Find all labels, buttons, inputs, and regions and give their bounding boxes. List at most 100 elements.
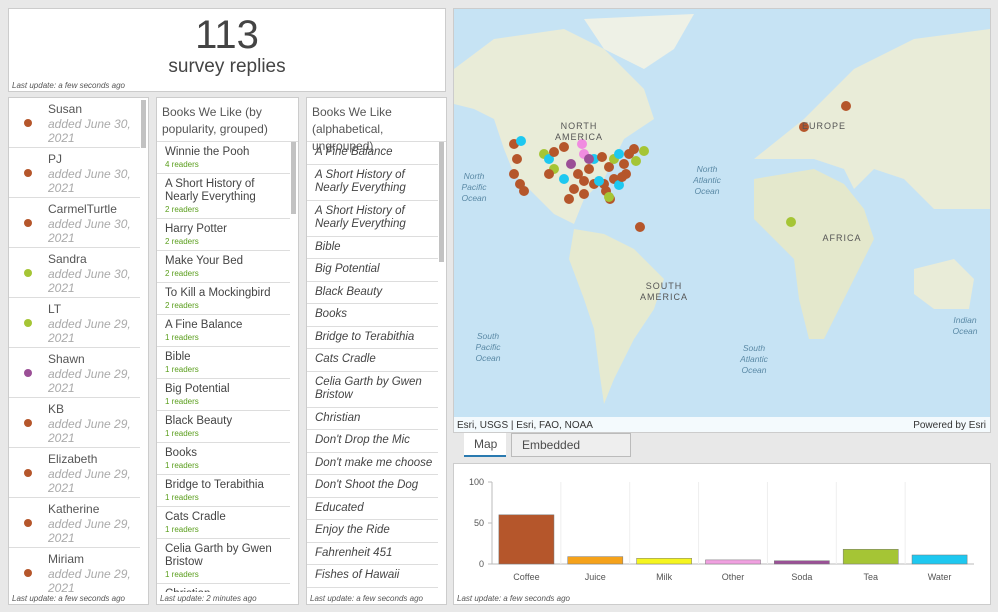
survey-point xyxy=(559,142,569,152)
survey-point xyxy=(631,156,641,166)
reader-count: 1 readers xyxy=(165,429,199,438)
indicator-value: 113 xyxy=(195,13,259,57)
land xyxy=(914,259,974,309)
book-item: Christian xyxy=(307,408,438,430)
map[interactable]: Esri, USGS | Esri, FAO, NOAA Powered by … xyxy=(454,9,990,432)
tab[interactable]: Embedded content xyxy=(511,433,631,474)
popular-list: Winnie the Pooh 4 readers A Short History … xyxy=(157,142,290,592)
map-label: Atlantic xyxy=(692,175,722,185)
person-item: PJ added June 30, 2021 xyxy=(9,148,140,198)
book-item: Bible 1 readers xyxy=(157,347,290,379)
book-title: Don't Shoot the Dog xyxy=(315,479,419,491)
person-name: Miriam xyxy=(48,552,84,566)
indicator: 113 survey replies Last update: a few se… xyxy=(8,8,446,92)
map-label: Pacific xyxy=(461,182,487,192)
footer: Last update: a few seconds ago xyxy=(310,594,423,603)
book-item: To Kill a Mockingbird 2 readers xyxy=(157,283,290,315)
book-item: Celia Garth by Gwen Bristow 1 readers xyxy=(157,539,290,584)
map-label: AFRICA xyxy=(822,233,861,243)
book-item: Books xyxy=(307,304,438,327)
map-label: EUROPE xyxy=(802,121,846,131)
book-title: A Fine Balance xyxy=(315,146,393,158)
survey-point xyxy=(549,147,559,157)
survey-point xyxy=(579,189,589,199)
survey-point xyxy=(544,169,554,179)
survey-point xyxy=(584,154,594,164)
reader-count: 2 readers xyxy=(165,269,199,278)
book-item: Books 1 readers xyxy=(157,443,290,475)
indicator-label: survey replies xyxy=(168,56,286,77)
book-item: Cats Cradle xyxy=(307,349,438,372)
book-title: Cats Cradle xyxy=(315,353,376,365)
book-title: Books xyxy=(165,447,197,459)
book-title: Enjoy the Ride xyxy=(315,524,390,536)
map-label: Pacific xyxy=(475,342,501,352)
map-label: Atlantic xyxy=(739,354,769,364)
book-item: Black Beauty 1 readers xyxy=(157,411,290,443)
survey-point xyxy=(573,169,583,179)
book-title: Don't Drop the Mic xyxy=(315,434,410,446)
book-item: Don't Drop the Mic xyxy=(307,430,438,453)
person-name: Sandra xyxy=(48,252,87,266)
reader-count: 1 readers xyxy=(165,525,199,534)
survey-point xyxy=(635,222,645,232)
survey-point xyxy=(579,176,589,186)
attribution-bar xyxy=(454,417,990,432)
book-title: Cats Cradle xyxy=(165,511,226,523)
book-item: Make Your Bed 2 readers xyxy=(157,251,290,283)
people-panel: Susan added June 30, 2021 PJ added June 30,… xyxy=(8,97,149,605)
bar xyxy=(774,560,830,565)
book-item: Fahrenheit 451 xyxy=(307,543,438,565)
book-title: Bible xyxy=(165,351,191,363)
person-item: KB added June 29, 2021 xyxy=(9,398,140,448)
survey-point xyxy=(614,149,624,159)
x-tick-label: Soda xyxy=(791,572,812,582)
book-item: Enjoy the Ride xyxy=(307,520,438,543)
person-name: PJ xyxy=(48,152,63,166)
book-item: Big Potential xyxy=(307,259,438,282)
book-title: Celia Garth by Gwen Bristow xyxy=(165,543,272,568)
book-title: Big Potential xyxy=(165,383,230,395)
book-title: A Short History of Nearly Everything xyxy=(165,178,256,203)
person-item: Miriam added June 29, 2021 xyxy=(9,548,140,592)
map-label: South xyxy=(477,331,499,341)
survey-point xyxy=(629,144,639,154)
reader-count: 1 readers xyxy=(165,461,199,470)
survey-point xyxy=(594,176,604,186)
status-dot xyxy=(24,119,32,127)
book-item: Don't Shoot the Dog xyxy=(307,475,438,498)
book-title: Bridge to Terabithia xyxy=(315,330,415,343)
map-label: NORTH xyxy=(561,121,598,131)
map-label: AMERICA xyxy=(640,292,688,302)
land xyxy=(569,229,664,404)
land xyxy=(454,29,654,224)
alpha-panel: Books We Like (alphabetical, ungrouped) … xyxy=(306,97,447,605)
book-title: A Fine Balance xyxy=(165,319,243,331)
survey-point xyxy=(799,122,809,132)
status-dot xyxy=(24,569,32,577)
people-list: Susan added June 30, 2021 PJ added June 30,… xyxy=(9,98,140,592)
map-label: SOUTH xyxy=(646,281,683,291)
footer: Last update: a few seconds ago xyxy=(12,81,125,90)
x-tick-label: Juice xyxy=(585,572,606,582)
person-name: CarmelTurtle xyxy=(48,202,117,216)
person-name: Shawn xyxy=(48,352,85,366)
book-item: A Fine Balance 1 readers xyxy=(157,315,290,347)
person-name: Susan xyxy=(48,102,83,116)
x-tick-label: Other xyxy=(722,572,745,582)
y-tick-label: 0 xyxy=(479,559,484,569)
added-date: added June 29, 2021 xyxy=(48,517,131,545)
survey-point xyxy=(566,159,576,169)
footer: Last update: a few seconds ago xyxy=(457,594,570,603)
scrollbar xyxy=(439,142,444,262)
person-item: Shawn added June 29, 2021 xyxy=(9,348,140,398)
book-item: A Short History of Nearly Everything xyxy=(307,165,438,201)
x-tick-label: Tea xyxy=(863,572,878,582)
status-dot xyxy=(24,519,32,527)
map-panel[interactable]: Esri, USGS | Esri, FAO, NOAA Powered by … xyxy=(453,8,991,433)
reader-count: 1 readers xyxy=(165,397,199,406)
book-title: Fahrenheit 451 xyxy=(315,546,393,559)
tab[interactable]: Map xyxy=(464,433,506,457)
y-tick-label: 100 xyxy=(469,477,484,487)
person-item: CarmelTurtle added June 30, 2021 xyxy=(9,198,140,248)
